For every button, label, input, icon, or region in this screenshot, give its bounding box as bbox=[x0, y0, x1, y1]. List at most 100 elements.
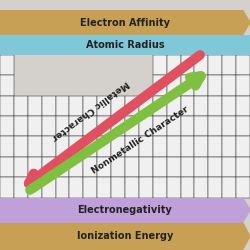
Bar bbox=[208, 177, 222, 198]
Bar bbox=[167, 75, 180, 96]
Bar bbox=[194, 96, 208, 116]
Bar bbox=[0, 177, 14, 198]
Bar bbox=[56, 116, 70, 136]
Bar bbox=[194, 116, 208, 136]
Bar bbox=[236, 96, 250, 116]
Bar bbox=[42, 96, 56, 116]
Bar bbox=[222, 157, 236, 177]
Bar bbox=[208, 136, 222, 157]
Bar bbox=[28, 157, 42, 177]
Bar bbox=[167, 55, 180, 75]
Bar bbox=[70, 177, 83, 198]
Bar bbox=[0, 55, 250, 198]
Bar bbox=[56, 177, 70, 198]
Bar bbox=[153, 55, 167, 75]
Bar bbox=[56, 96, 70, 116]
Bar bbox=[222, 96, 236, 116]
Bar bbox=[28, 116, 42, 136]
Bar bbox=[208, 116, 222, 136]
Bar bbox=[0, 96, 14, 116]
Bar bbox=[208, 55, 222, 75]
Bar bbox=[56, 157, 70, 177]
Bar bbox=[83, 96, 97, 116]
Bar bbox=[70, 136, 83, 157]
Bar bbox=[222, 116, 236, 136]
Bar bbox=[42, 136, 56, 157]
Bar bbox=[111, 136, 125, 157]
Bar bbox=[222, 177, 236, 198]
Bar bbox=[28, 136, 42, 157]
Bar bbox=[83, 136, 97, 157]
Bar bbox=[0, 198, 242, 222]
Bar bbox=[83, 116, 97, 136]
Bar bbox=[28, 96, 42, 116]
Bar bbox=[194, 157, 208, 177]
Bar bbox=[70, 96, 83, 116]
Text: Electron Affinity: Electron Affinity bbox=[80, 18, 170, 28]
Bar bbox=[0, 116, 14, 136]
Bar bbox=[0, 10, 242, 35]
Bar bbox=[153, 116, 167, 136]
Bar bbox=[111, 157, 125, 177]
Bar bbox=[167, 157, 180, 177]
Bar bbox=[208, 157, 222, 177]
Bar bbox=[167, 136, 180, 157]
Bar bbox=[125, 136, 139, 157]
Bar bbox=[153, 136, 167, 157]
Bar bbox=[8, 35, 250, 55]
Bar bbox=[14, 96, 28, 116]
Text: Metallic Character: Metallic Character bbox=[50, 78, 130, 142]
Bar bbox=[180, 55, 194, 75]
Bar bbox=[167, 177, 180, 198]
Bar bbox=[0, 35, 250, 55]
Bar bbox=[14, 157, 28, 177]
Bar bbox=[236, 75, 250, 96]
Bar bbox=[180, 136, 194, 157]
Bar bbox=[42, 177, 56, 198]
Bar bbox=[153, 177, 167, 198]
Text: Atomic Radius: Atomic Radius bbox=[86, 40, 164, 50]
Bar bbox=[0, 157, 14, 177]
Polygon shape bbox=[242, 10, 250, 35]
Bar bbox=[139, 116, 153, 136]
Bar bbox=[153, 75, 167, 96]
Polygon shape bbox=[0, 35, 8, 55]
Bar bbox=[97, 177, 111, 198]
Bar bbox=[153, 157, 167, 177]
Bar bbox=[97, 116, 111, 136]
Bar bbox=[236, 55, 250, 75]
Bar bbox=[180, 177, 194, 198]
Bar bbox=[125, 96, 139, 116]
Bar bbox=[194, 75, 208, 96]
Bar bbox=[111, 116, 125, 136]
Bar bbox=[70, 116, 83, 136]
Bar bbox=[14, 177, 28, 198]
Text: Nonmetallic Character: Nonmetallic Character bbox=[90, 104, 190, 176]
Bar bbox=[222, 136, 236, 157]
Polygon shape bbox=[242, 198, 250, 222]
Bar bbox=[83, 157, 97, 177]
Bar bbox=[97, 136, 111, 157]
Bar bbox=[167, 96, 180, 116]
Bar bbox=[125, 157, 139, 177]
Bar bbox=[180, 116, 194, 136]
Bar bbox=[97, 96, 111, 116]
Bar bbox=[139, 157, 153, 177]
Bar bbox=[236, 177, 250, 198]
Bar bbox=[208, 75, 222, 96]
Bar bbox=[180, 96, 194, 116]
Bar bbox=[139, 177, 153, 198]
Bar bbox=[180, 75, 194, 96]
Bar bbox=[236, 136, 250, 157]
Bar bbox=[111, 177, 125, 198]
Bar bbox=[153, 96, 167, 116]
Bar bbox=[111, 96, 125, 116]
Bar bbox=[0, 75, 14, 96]
Bar bbox=[222, 75, 236, 96]
Text: Electronegativity: Electronegativity bbox=[78, 205, 172, 215]
Bar bbox=[125, 177, 139, 198]
Bar bbox=[167, 116, 180, 136]
Bar bbox=[194, 177, 208, 198]
Bar bbox=[97, 157, 111, 177]
Bar bbox=[14, 116, 28, 136]
